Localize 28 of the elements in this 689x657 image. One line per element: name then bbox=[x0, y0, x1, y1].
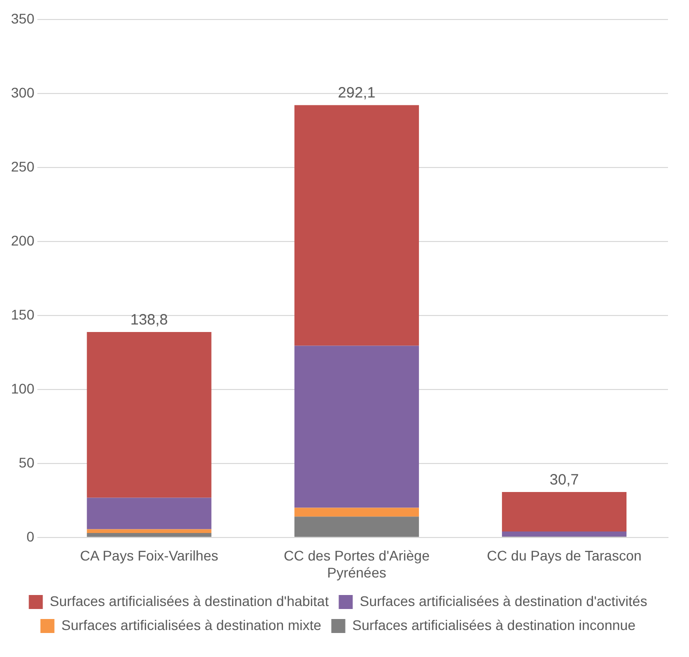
bar bbox=[502, 492, 626, 532]
y-tick-label: 0 bbox=[26, 528, 35, 544]
y-tick-label: 50 bbox=[18, 454, 35, 470]
bar bbox=[294, 105, 419, 346]
legend-label: Surfaces artificialisées à destination mixte bbox=[61, 616, 322, 633]
bar bbox=[86, 529, 212, 533]
total-label: 138,8 bbox=[130, 312, 168, 329]
bar bbox=[294, 346, 419, 508]
legend-label: Surfaces artificialisées à destination inconnue bbox=[352, 616, 636, 633]
y-tick-label: 150 bbox=[11, 306, 35, 322]
total-label: 292,1 bbox=[338, 84, 376, 102]
bar bbox=[86, 498, 212, 530]
legend-label: Surfaces artificialisées à destination d'activités bbox=[360, 592, 648, 609]
total-label: 30,7 bbox=[550, 472, 579, 489]
x-tick-label: CC des Portes d'Ariège Pyrénées bbox=[284, 548, 430, 580]
bar bbox=[294, 516, 419, 537]
y-tick-label: 200 bbox=[11, 232, 35, 248]
bar bbox=[502, 531, 626, 537]
bar bbox=[86, 532, 212, 537]
y-tick-label: 100 bbox=[11, 380, 35, 396]
bar bbox=[294, 508, 419, 517]
legend-label: Surfaces artificialisées à destination d'habitat bbox=[50, 592, 329, 609]
bar bbox=[86, 332, 212, 498]
y-tick-label: 250 bbox=[11, 158, 35, 174]
y-tick-label: 300 bbox=[11, 84, 35, 100]
x-tick-label: CA Pays Foix-Varilhes bbox=[80, 548, 218, 564]
y-tick-label: 350 bbox=[11, 10, 35, 26]
x-tick-label: CC du Pays de Tarascon bbox=[486, 548, 642, 564]
